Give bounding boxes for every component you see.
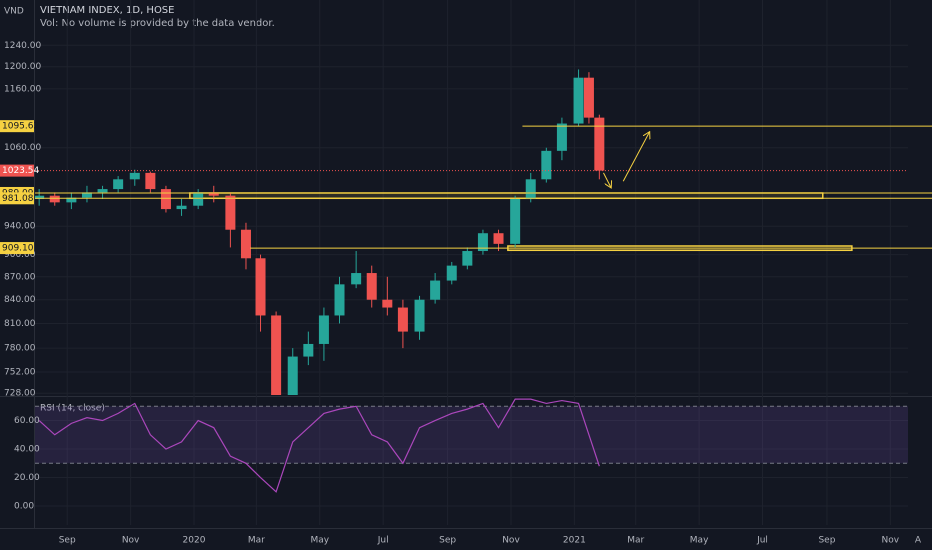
candle-body [446, 265, 457, 281]
level-label-bg [0, 120, 34, 133]
rsi-tick-label: 60.00 [14, 416, 40, 426]
candle-body [255, 258, 266, 316]
candle-body [240, 229, 251, 259]
y-tick-label: 1240.00 [4, 41, 41, 51]
x-tick-label: May [310, 536, 329, 546]
candle-body [193, 192, 204, 206]
x-tick-label: Jul [377, 536, 389, 546]
auto-scale-button[interactable]: A [915, 536, 922, 546]
candle-body [414, 299, 425, 332]
x-tick-label: 2020 [183, 536, 206, 546]
x-tick-label: Sep [59, 536, 76, 546]
x-tick-label: Nov [502, 536, 520, 546]
x-tick-label: May [690, 536, 709, 546]
candle-body [97, 189, 108, 193]
x-tick-label: Sep [818, 536, 835, 546]
candle-body [287, 356, 298, 395]
candle-body [113, 179, 124, 190]
x-tick-label: 2021 [563, 536, 586, 546]
candle-body [366, 273, 377, 300]
y-tick-label: 810.00 [4, 319, 36, 329]
candle-body [510, 199, 521, 244]
candle-body [145, 172, 156, 190]
y-tick-label: 752.00 [4, 368, 36, 378]
candle-body [160, 189, 171, 210]
candle-body [271, 315, 282, 395]
level-label: 909.10 [2, 244, 34, 254]
level-label-bg [0, 242, 34, 255]
x-tick-label: Sep [439, 536, 456, 546]
x-tick-label: Mar [627, 536, 644, 546]
rsi-line [38, 398, 600, 493]
candle-body [303, 343, 314, 357]
candle-body [397, 307, 408, 332]
level-label-bg [0, 192, 34, 205]
candle-body [556, 123, 567, 151]
candle-body [66, 197, 77, 203]
chart-title: VIETNAM INDEX, 1D, HOSE [40, 5, 174, 16]
rsi-pane [35, 398, 908, 493]
candle-body [462, 251, 473, 266]
candle-body [176, 205, 187, 210]
candle-body [477, 233, 488, 252]
candle-body [49, 195, 60, 203]
candle-body [225, 195, 236, 230]
candle-body [525, 179, 536, 200]
candle-body [318, 315, 329, 344]
y-tick-label: 840.00 [4, 295, 36, 305]
candle-body [129, 172, 140, 180]
x-tick-label: Jul [756, 536, 768, 546]
y-tick-label: 900.00 [4, 250, 36, 260]
x-tick-label: Nov [882, 536, 900, 546]
y-tick-label: 1060.00 [4, 143, 41, 153]
last-price-label: 1023.54 [2, 166, 39, 176]
rsi-tick-label: 40.00 [14, 445, 40, 455]
candle-body [334, 284, 345, 316]
x-tick-label: Mar [248, 536, 265, 546]
arrow [603, 172, 610, 187]
y-tick-label: 870.00 [4, 272, 36, 282]
candle-body [382, 299, 393, 308]
candle-body [35, 195, 45, 200]
candle-body [573, 77, 584, 124]
rsi-tick-label: 20.00 [14, 473, 40, 483]
level-label: 1095.62 [2, 122, 39, 132]
arrow [622, 133, 649, 182]
candle-body [208, 192, 219, 196]
candle-body [583, 77, 594, 118]
candle-body [493, 233, 504, 244]
candle-body [430, 280, 441, 300]
price-pane [35, 69, 853, 395]
level-label: 981.08 [2, 194, 34, 204]
candle-body [594, 117, 605, 171]
candle-body [541, 150, 552, 180]
rsi-title: RSI (14, close) [40, 404, 105, 414]
y-tick-label: 1200.00 [4, 62, 41, 72]
subtitle: Vol: No volume is provided by the data v… [40, 18, 275, 29]
last-price-bg [0, 164, 34, 177]
rsi-band [35, 406, 908, 464]
currency: VND [4, 7, 24, 17]
candle-body [351, 273, 362, 285]
y-tick-label: 728.00 [4, 389, 36, 399]
y-tick-label: 940.00 [4, 222, 36, 232]
rsi-tick-label: 0.00 [14, 502, 34, 512]
y-tick-label: 780.00 [4, 344, 36, 354]
x-tick-label: Nov [122, 536, 140, 546]
zone-box [189, 192, 824, 200]
y-tick-label: 1160.00 [4, 84, 41, 94]
candle-body [81, 192, 92, 198]
